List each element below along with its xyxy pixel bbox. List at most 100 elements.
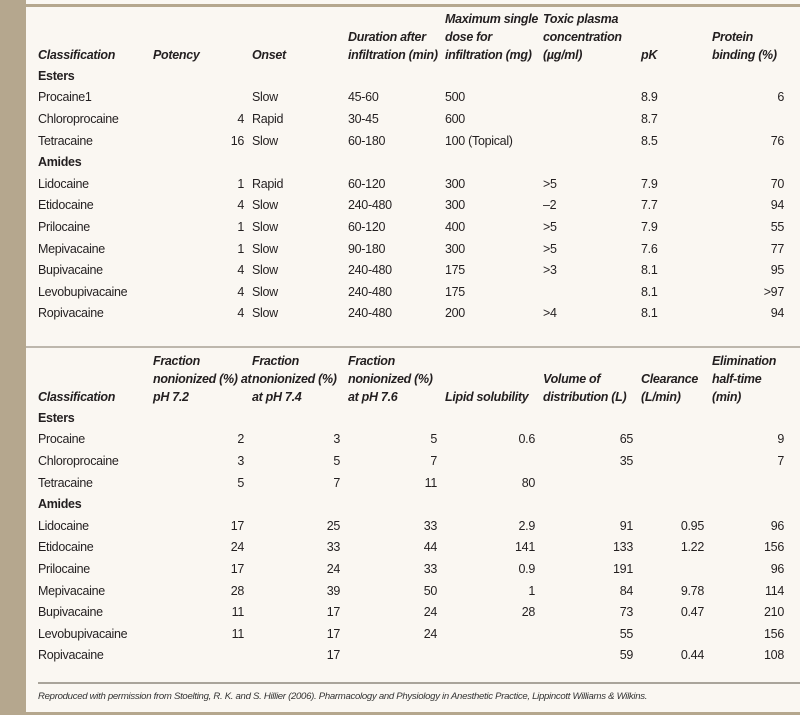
table-cell: 0.47 xyxy=(680,605,704,620)
column-header: Maximum single dose for infiltration (mg… xyxy=(445,12,539,62)
table-cell: 1 xyxy=(237,176,244,191)
column-header: Duration after infiltration (min) xyxy=(348,30,438,62)
group-label: Amides xyxy=(38,497,82,512)
column-header: Toxic plasma concentration (µg/ml) xyxy=(543,12,622,62)
drug-name: Mepivacaine xyxy=(38,583,105,598)
table-cell: 7.6 xyxy=(641,241,658,256)
table-cell: 11 xyxy=(424,475,438,490)
table-cell xyxy=(641,472,712,494)
drug-name: Tetracaine xyxy=(38,133,93,148)
header-row: Classification Fraction nonionized (%) at… xyxy=(38,352,792,407)
table-cell: 0.6 xyxy=(518,432,536,447)
table-cell: 94 xyxy=(770,198,785,213)
table-cell: 4 xyxy=(237,284,244,299)
table-cell: 100 (Topical) xyxy=(445,133,513,148)
drug-name: Procaine xyxy=(38,432,85,447)
top-border xyxy=(26,4,800,7)
table-cell: 2.9 xyxy=(518,518,536,533)
table-cell: 7 xyxy=(333,475,340,490)
column-header: Fraction nonionized (%) at pH 7.6 xyxy=(348,354,433,404)
table-cell: 133 xyxy=(613,540,633,555)
table-cell: 28 xyxy=(521,605,536,620)
table-row: Chloroprocaine 4 Rapid 30-45 600 8.7 xyxy=(38,108,792,130)
table-cell: 4 xyxy=(237,306,244,321)
table-cell: 95 xyxy=(770,263,785,278)
table-cell: 8.1 xyxy=(641,284,658,299)
table-divider xyxy=(26,346,800,348)
table-cell: 91 xyxy=(619,518,634,533)
table-cell: >4 xyxy=(543,306,557,321)
table-cell: >97 xyxy=(763,284,785,299)
table-cell: 24 xyxy=(230,540,245,555)
table-cell: 500 xyxy=(445,90,465,105)
table-cell: 114 xyxy=(764,583,784,598)
table-cell xyxy=(641,558,712,580)
table-cell: 210 xyxy=(764,605,784,620)
table-cell: 60-180 xyxy=(348,133,386,148)
table-cell: Slow xyxy=(252,219,278,234)
table-cell: 3 xyxy=(333,432,340,447)
table-cell: 4 xyxy=(237,263,244,278)
table-cell: 240-480 xyxy=(348,284,392,299)
group-row: Esters xyxy=(38,407,792,429)
table-cell: 45-60 xyxy=(348,90,379,105)
table-cell xyxy=(641,450,712,472)
table-cell: 191 xyxy=(613,561,633,576)
table-cell: 16 xyxy=(230,133,245,148)
table-cell: 175 xyxy=(445,284,465,299)
table-row: Lidocaine 17 25 33 2.9 91 0.95 96 xyxy=(38,515,792,537)
table-cell: 600 xyxy=(445,111,465,126)
table-cell: 39 xyxy=(326,583,341,598)
table-cell: 65 xyxy=(619,432,634,447)
table-cell: Slow xyxy=(252,284,278,299)
table-cell: 70 xyxy=(770,176,785,191)
table-cell: –2 xyxy=(543,198,557,213)
table-cell: >3 xyxy=(543,263,557,278)
table-cell: Rapid xyxy=(252,176,284,191)
table-row: Tetracaine 5 7 11 80 xyxy=(38,472,792,494)
table-cell: 33 xyxy=(423,561,438,576)
group-row: Amides xyxy=(38,493,792,515)
table-cell: 9.78 xyxy=(680,583,704,598)
drug-name: Bupivacaine xyxy=(38,263,103,278)
table-cell: Rapid xyxy=(252,111,284,126)
table-cell xyxy=(445,645,543,667)
table-row: Levobupivacaine 4 Slow 240-480 175 8.1 >97 xyxy=(38,281,792,303)
drug-name: Ropivacaine xyxy=(38,648,104,663)
column-header: Classification xyxy=(38,390,116,404)
drug-name: Chloroprocaine xyxy=(38,111,119,126)
table-cell xyxy=(543,108,641,130)
table-cell: 8.1 xyxy=(641,263,658,278)
table-cell: 5 xyxy=(333,453,340,468)
table-cell: 1 xyxy=(237,219,244,234)
table-cell: Slow xyxy=(252,263,278,278)
drug-name: Prilocaine xyxy=(38,219,90,234)
table-cell: 24 xyxy=(423,605,438,620)
bottom-border xyxy=(26,712,800,715)
table-cell: 94 xyxy=(770,306,785,321)
table-row: Prilocaine 1 Slow 60-120 400 >5 7.9 55 xyxy=(38,216,792,238)
table-cell: Slow xyxy=(252,306,278,321)
table-cell: 156 xyxy=(764,540,784,555)
table-cell: 35 xyxy=(619,453,634,468)
table-cell: >5 xyxy=(543,219,557,234)
table-cell: 175 xyxy=(445,263,465,278)
table-cell xyxy=(543,130,641,152)
drug-name: Prilocaine xyxy=(38,561,90,576)
table-cell: 44 xyxy=(423,540,438,555)
table-cell: 80 xyxy=(521,475,536,490)
table-row: Ropivacaine 17 59 0.44 108 xyxy=(38,645,792,667)
table-cell: 2 xyxy=(237,432,244,447)
table-cell: 141 xyxy=(515,540,535,555)
table-cell: 300 xyxy=(445,241,465,256)
column-header: Classification xyxy=(38,48,116,62)
table-cell xyxy=(153,87,252,109)
table-cell: 156 xyxy=(764,626,784,641)
table-cell: 8.9 xyxy=(641,90,658,105)
table-cell: 17 xyxy=(326,605,341,620)
table-cell: >5 xyxy=(543,176,557,191)
group-label: Esters xyxy=(38,68,75,83)
column-header: Protein binding (%) xyxy=(712,30,777,62)
table-cell: 11 xyxy=(231,626,245,641)
group-row: Esters xyxy=(38,65,792,87)
